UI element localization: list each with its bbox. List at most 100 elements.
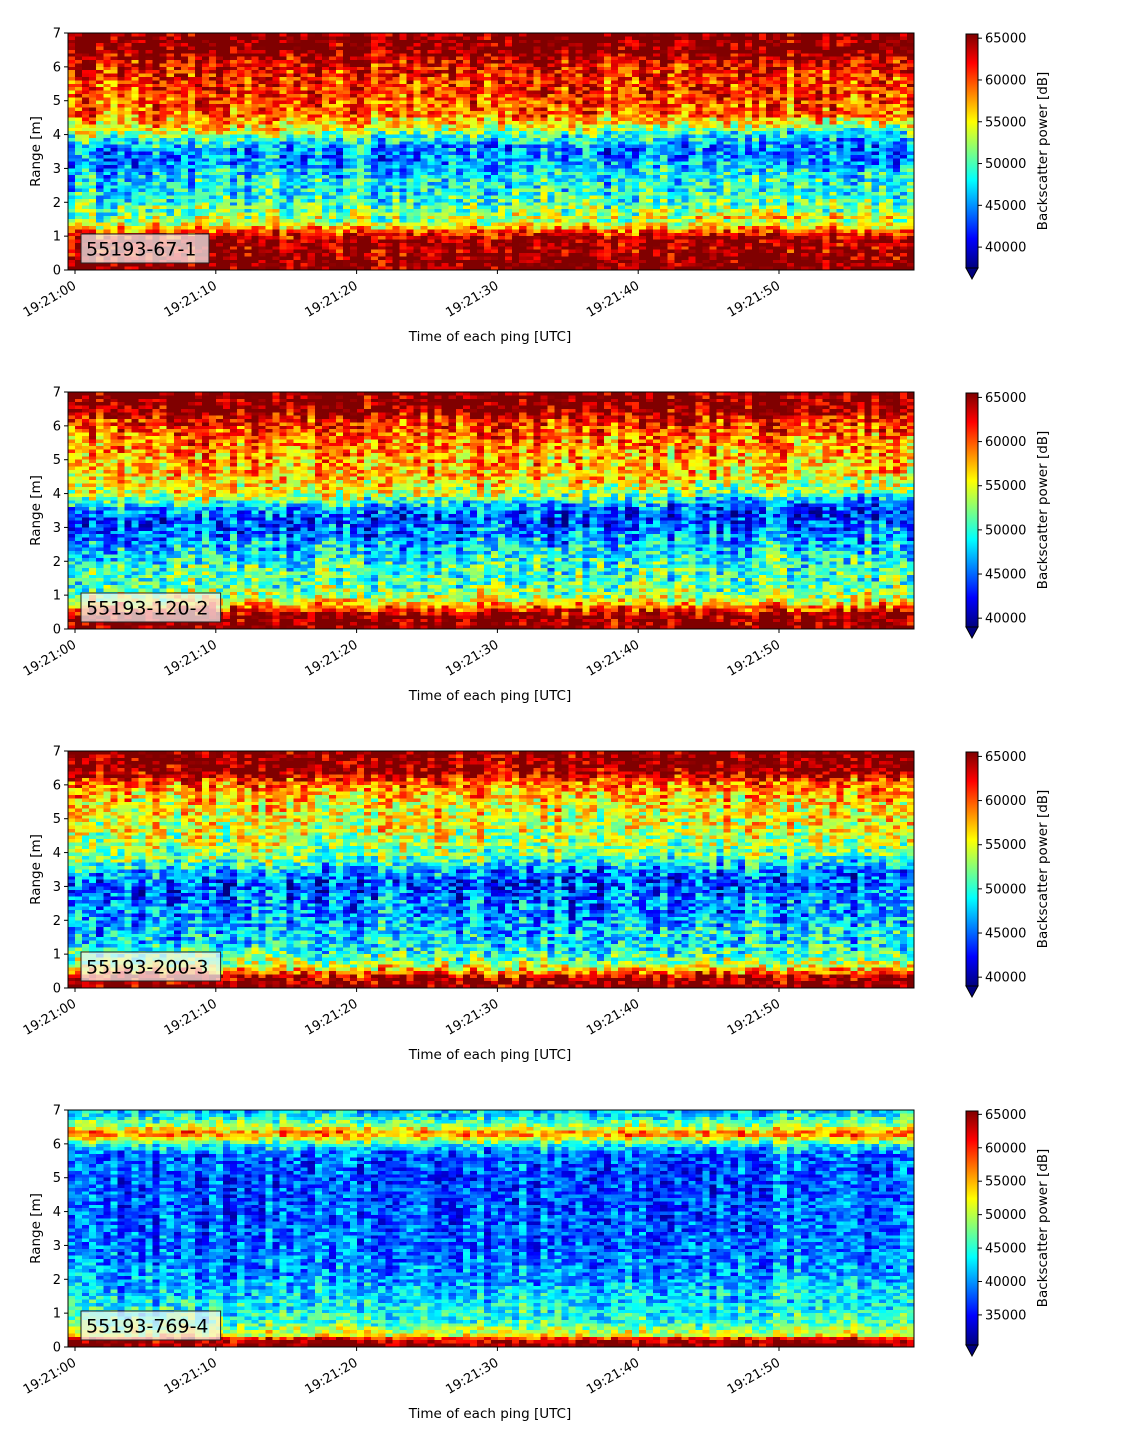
y-tick-label: 0 xyxy=(53,623,61,638)
y-tick-label: 7 xyxy=(53,745,61,760)
x-tick-label: 19:21:50 xyxy=(725,278,783,320)
colorbar-extend-arrow xyxy=(965,626,979,640)
colorbar-tick-label: 50000 xyxy=(985,882,1026,897)
colorbar-tick-label: 40000 xyxy=(985,241,1026,256)
y-tick-label: 7 xyxy=(53,27,61,42)
x-tick-label: 19:21:40 xyxy=(584,637,642,679)
plot-frame xyxy=(67,391,915,630)
x-tick-label: 19:21:30 xyxy=(443,996,501,1038)
x-tick-label: 19:21:20 xyxy=(303,637,361,679)
y-tick-label: 2 xyxy=(53,914,61,929)
x-tick-label: 19:21:00 xyxy=(21,278,79,320)
panel-label: 55193-120-2 xyxy=(86,598,209,620)
x-tick-label: 19:21:00 xyxy=(21,637,79,679)
y-tick-label: 5 xyxy=(53,812,61,827)
y-tick-label: 4 xyxy=(53,487,61,502)
colorbar-tick-label: 50000 xyxy=(985,1208,1026,1223)
x-tick-label: 19:21:50 xyxy=(725,637,783,679)
colorbar-gradient xyxy=(965,1110,979,1346)
colorbar-tick-label: 50000 xyxy=(985,157,1026,172)
colorbar-tick-label: 60000 xyxy=(985,73,1026,88)
colorbar: 40000 45000 50000 55000 60000 65000 Backscatte… xyxy=(965,750,1051,999)
panel-label-box xyxy=(80,592,222,623)
colorbar-tick-label: 45000 xyxy=(985,568,1026,583)
panel-label-box xyxy=(80,1310,222,1341)
y-tick-label: 6 xyxy=(53,1137,61,1152)
y-tick-label: 3 xyxy=(53,1239,61,1254)
x-axis-label: Time of each ping [UTC] xyxy=(408,688,572,704)
y-tick-label: 3 xyxy=(53,880,61,895)
plot-frame xyxy=(67,750,915,989)
colorbar-tick-label: 40000 xyxy=(985,971,1026,986)
colorbar-tick-label: 45000 xyxy=(985,199,1026,214)
colorbar-label: Backscatter power [dB] xyxy=(1035,72,1051,231)
x-tick-label: 19:21:10 xyxy=(162,637,220,679)
colorbar-tick-label: 60000 xyxy=(985,435,1026,450)
colorbar-tick-label: 65000 xyxy=(985,1108,1026,1123)
colorbar-tick-label: 65000 xyxy=(985,391,1026,406)
x-tick-label: 19:21:20 xyxy=(303,278,361,320)
colorbar: 35000 40000 45000 50000 55000 60000 65000 Backs… xyxy=(965,1108,1051,1358)
y-tick-label: 0 xyxy=(53,264,61,279)
y-tick-label: 1 xyxy=(53,589,61,604)
y-tick-label: 2 xyxy=(53,555,61,570)
colorbar-tick-label: 65000 xyxy=(985,32,1026,47)
panel-label: 55193-67-1 xyxy=(86,239,196,261)
colorbar-label: Backscatter power [dB] xyxy=(1035,1149,1051,1308)
y-tick-label: 7 xyxy=(53,386,61,401)
y-axis-label: Range [m] xyxy=(28,1193,44,1264)
y-tick-label: 6 xyxy=(53,778,61,793)
colorbar-tick-label: 45000 xyxy=(985,1242,1026,1257)
x-tick-label: 19:21:40 xyxy=(584,1355,642,1397)
y-axis-label: Range [m] xyxy=(28,116,44,187)
x-tick-label: 19:21:30 xyxy=(443,278,501,320)
colorbar-tick-label: 40000 xyxy=(985,1275,1026,1290)
x-tick-label: 19:21:40 xyxy=(584,996,642,1038)
plot-frame xyxy=(67,1109,915,1348)
colorbar-label: Backscatter power [dB] xyxy=(1035,431,1051,590)
colorbar-gradient xyxy=(965,33,979,269)
y-tick-label: 4 xyxy=(53,128,61,143)
heatmap-panel: 0 1 2 3 4 5 6 7 19:21:00 19:21:10 19:21:20 19:21:30… xyxy=(21,27,1051,346)
colorbar-gradient xyxy=(965,751,979,987)
colorbar-tick-label: 55000 xyxy=(985,1175,1026,1190)
heatmap-image xyxy=(68,751,914,988)
y-tick-label: 1 xyxy=(53,948,61,963)
panel-label-box xyxy=(80,951,222,982)
heatmap-image xyxy=(68,392,914,629)
plot-frame xyxy=(67,32,915,271)
colorbar-tick-label: 55000 xyxy=(985,479,1026,494)
x-tick-label: 19:21:50 xyxy=(725,1355,783,1397)
colorbar-tick-label: 55000 xyxy=(985,115,1026,130)
x-axis-label: Time of each ping [UTC] xyxy=(408,1406,572,1422)
colorbar-gradient xyxy=(965,392,979,628)
y-tick-label: 3 xyxy=(53,162,61,177)
panel-label-box xyxy=(80,233,210,264)
colorbar-tick-label: 50000 xyxy=(985,523,1026,538)
colorbar-extend-arrow xyxy=(965,985,979,999)
x-axis-label: Time of each ping [UTC] xyxy=(408,1047,572,1063)
colorbar-tick-label: 35000 xyxy=(985,1308,1026,1323)
y-tick-label: 3 xyxy=(53,521,61,536)
colorbar-tick-label: 60000 xyxy=(985,1141,1026,1156)
y-axis-label: Range [m] xyxy=(28,475,44,546)
panel-label: 55193-200-3 xyxy=(86,957,209,979)
colorbar-tick-label: 40000 xyxy=(985,612,1026,627)
colorbar-tick-label: 45000 xyxy=(985,927,1026,942)
y-tick-label: 6 xyxy=(53,419,61,434)
colorbar: 40000 45000 50000 55000 60000 65000 Backscatte… xyxy=(965,391,1051,640)
y-tick-label: 7 xyxy=(53,1104,61,1119)
y-tick-label: 1 xyxy=(53,230,61,245)
x-tick-label: 19:21:00 xyxy=(21,1355,79,1397)
x-tick-label: 19:21:10 xyxy=(162,1355,220,1397)
heatmap-panel: 0 1 2 3 4 5 6 7 19:21:00 19:21:10 19:21:20 19:21:30… xyxy=(21,745,1051,1064)
y-tick-label: 4 xyxy=(53,1205,61,1220)
x-tick-label: 19:21:10 xyxy=(162,996,220,1038)
heatmap-panel: 0 1 2 3 4 5 6 7 19:21:00 19:21:10 19:21:20 19:21:30… xyxy=(21,1104,1051,1423)
heatmap-panel: 0 1 2 3 4 5 6 7 19:21:00 19:21:10 19:21:20 19:21:30… xyxy=(21,386,1051,705)
heatmap-image xyxy=(68,33,914,270)
colorbar-extend-arrow xyxy=(965,267,979,281)
panel-label: 55193-769-4 xyxy=(86,1316,209,1338)
x-tick-label: 19:21:20 xyxy=(303,1355,361,1397)
